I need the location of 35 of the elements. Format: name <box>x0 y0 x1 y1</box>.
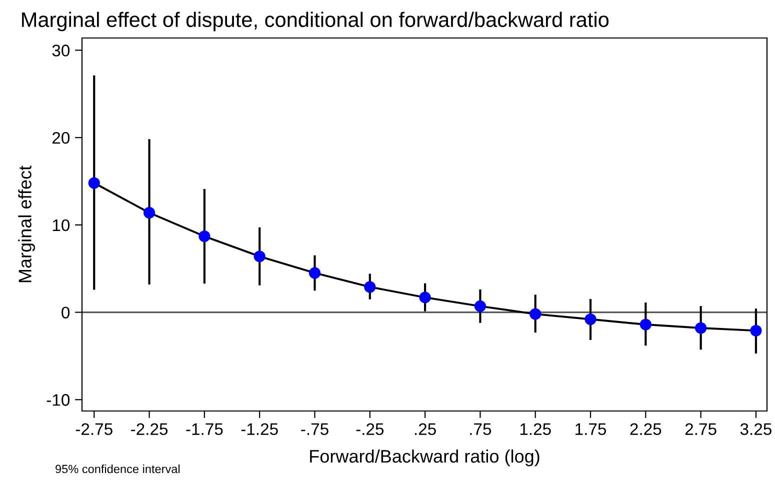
x-tick-label: 2.25 <box>630 423 662 436</box>
point <box>640 318 652 330</box>
x-tick-label: .75 <box>470 423 492 436</box>
point <box>419 292 431 304</box>
x-tick-label: 1.75 <box>576 423 606 436</box>
y-tick-label: -10 <box>46 394 70 406</box>
point <box>474 300 486 312</box>
x-tick-label: -1.25 <box>241 423 278 436</box>
x-axis-title: Forward/Backward ratio (log) <box>310 449 540 466</box>
x-tick-label: -2.25 <box>131 423 168 436</box>
x-tick-label: -2.75 <box>76 423 112 436</box>
chart-title: Marginal effect of dispute, conditional on forward/backward ratio <box>22 12 609 32</box>
point <box>364 281 376 293</box>
x-tick-label: -.75 <box>301 423 328 436</box>
y-tick-label: 30 <box>52 44 70 56</box>
point <box>254 250 266 262</box>
point <box>88 177 100 189</box>
x-tick-label: 1.25 <box>520 423 551 436</box>
x-tick-label: .25 <box>414 423 436 436</box>
x-tick-label: -1.75 <box>186 423 223 436</box>
y-tick-label: 0 <box>62 306 70 318</box>
x-tick-label: 3.25 <box>740 423 772 436</box>
x-tick-label: -.25 <box>356 423 384 436</box>
y-axis-title: Marginal effect <box>18 166 35 282</box>
y-tick-label: 20 <box>52 132 70 144</box>
point <box>143 206 156 219</box>
point <box>695 322 707 334</box>
point <box>308 267 321 279</box>
point <box>750 324 762 336</box>
point <box>530 308 542 320</box>
text: 95% confidence interval <box>56 464 180 474</box>
x-tick-label: 2.75 <box>685 423 716 436</box>
point <box>584 313 596 326</box>
point <box>198 230 210 242</box>
y-tick-label: 10 <box>52 219 70 232</box>
